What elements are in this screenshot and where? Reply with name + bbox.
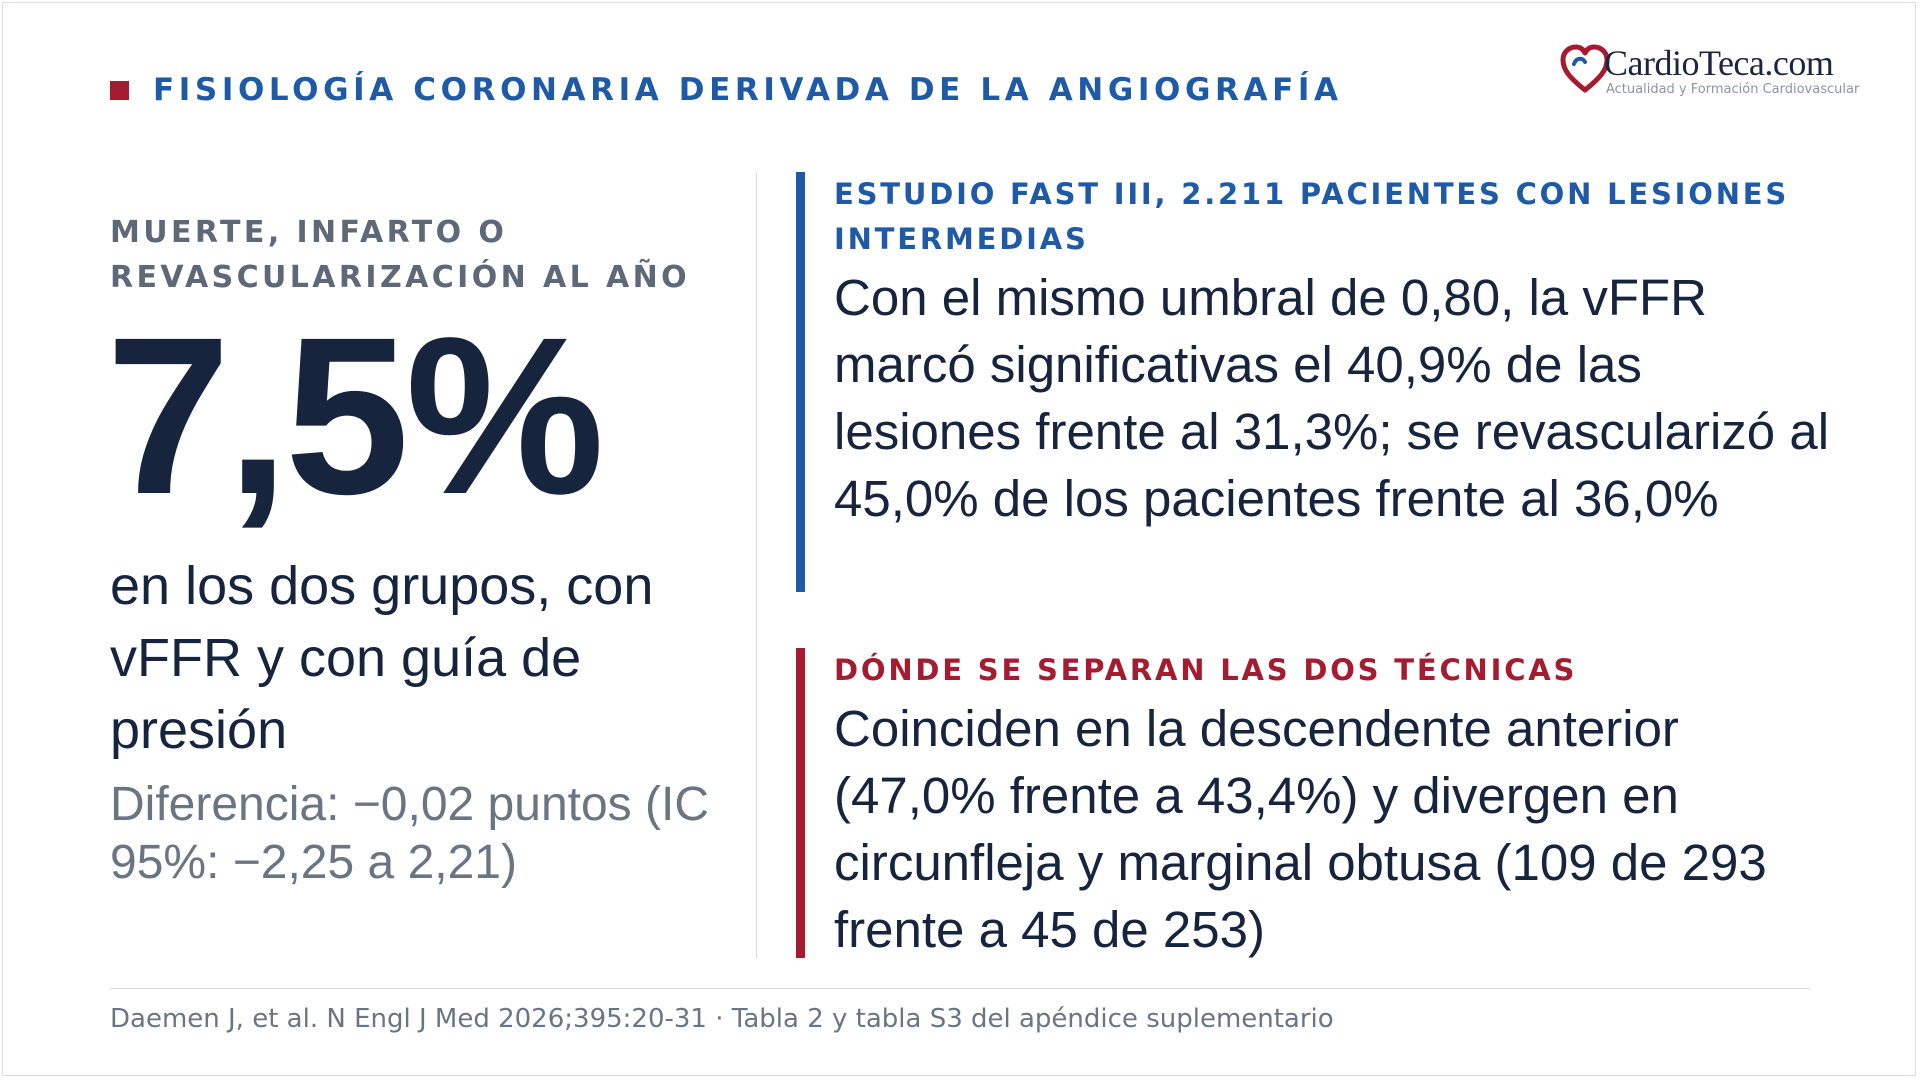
stat-caption: en los dos grupos, con vFFR y con guía d…: [110, 556, 654, 760]
vertical-divider: [756, 172, 757, 958]
logo-tagline: Actualidad y Formación Cardiovascular: [1606, 82, 1860, 97]
header: FISIOLOGÍA CORONARIA DERIVADA DE LA ANGI…: [110, 72, 1343, 108]
block-accent-bar: [796, 172, 805, 592]
study-block: ESTUDIO FAST III, 2.211 PACIENTES CON LE…: [796, 172, 1836, 592]
key-stat-panel: MUERTE, INFARTO O REVASCULARIZACIÓN AL A…: [106, 210, 730, 892]
cardioteca-logo: CardioTeca.com Actualidad y Formación Ca…: [1560, 42, 1880, 102]
block-accent-bar: [796, 648, 805, 958]
stat-difference: Diferencia: −0,02 puntos (IC 95%: −2,25 …: [110, 778, 709, 889]
header-square-marker: [110, 80, 129, 100]
stat-big-number: 7,5%: [106, 291, 605, 541]
page-title: FISIOLOGÍA CORONARIA DERIVADA DE LA ANGI…: [153, 72, 1343, 108]
block-body: Con el mismo umbral de 0,80, la vFFR mar…: [834, 269, 1830, 527]
block-label: ESTUDIO FAST III, 2.211 PACIENTES CON LE…: [834, 177, 1790, 256]
heart-logo-icon: [1560, 44, 1610, 93]
difference-block: DÓNDE SE SEPARAN LAS DOS TÉCNICAS Coinci…: [796, 648, 1836, 963]
source-citation: Daemen J, et al. N Engl J Med 2026;395:2…: [110, 1004, 1334, 1034]
logo-brand-text: CardioTeca.com: [1604, 43, 1834, 83]
stat-kicker: MUERTE, INFARTO O REVASCULARIZACIÓN AL A…: [110, 215, 690, 295]
footer-divider: [110, 988, 1810, 989]
block-body: Coinciden en la descendente anterior (47…: [834, 700, 1767, 958]
block-label: DÓNDE SE SEPARAN LAS DOS TÉCNICAS: [834, 653, 1578, 687]
